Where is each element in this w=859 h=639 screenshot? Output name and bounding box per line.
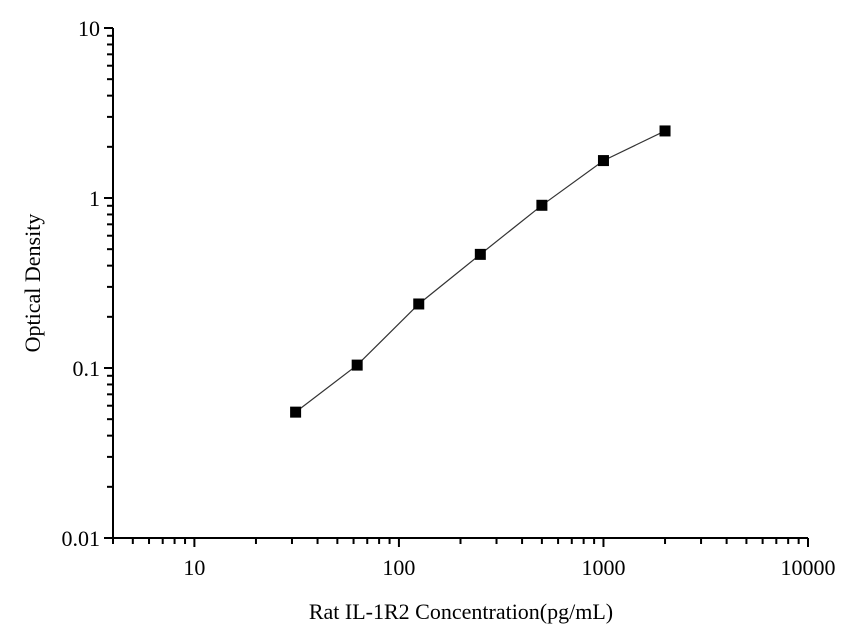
series xyxy=(290,125,671,418)
y-axis-title: Optical Density xyxy=(20,214,45,353)
ticks: 10 100 1000 10000 0.01 0.1 1 10 xyxy=(62,16,836,580)
x-tick-label: 10000 xyxy=(781,555,836,580)
data-point xyxy=(290,406,302,418)
x-tick-label: 1000 xyxy=(581,555,625,580)
x-axis-title: Rat IL-1R2 Concentration(pg/mL) xyxy=(309,599,613,624)
y-tick-label: 10 xyxy=(78,16,100,41)
x-tick-label: 100 xyxy=(382,555,415,580)
data-point xyxy=(351,359,363,371)
y-tick-label: 0.1 xyxy=(73,356,101,381)
y-tick-label: 0.01 xyxy=(62,526,101,551)
data-point xyxy=(659,125,671,137)
series-line xyxy=(295,130,666,413)
data-point xyxy=(536,199,548,211)
y-tick-label: 1 xyxy=(89,186,100,211)
axes xyxy=(112,28,808,539)
x-tick-label: 10 xyxy=(183,555,205,580)
data-point xyxy=(474,248,486,260)
data-point xyxy=(597,155,609,167)
data-point xyxy=(413,298,425,310)
